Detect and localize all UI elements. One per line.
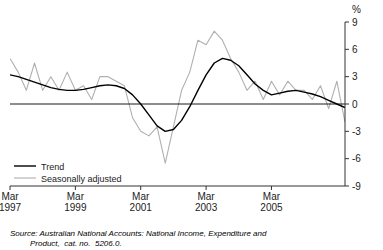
- y-label: %: [352, 4, 361, 15]
- x-tick-label-line: 2005: [260, 202, 283, 213]
- x-tick: [206, 186, 207, 190]
- x-tick-label-line: 2001: [130, 202, 153, 213]
- x-tick-label: Mar2003: [195, 191, 218, 213]
- x-tick-label-line: 1997: [0, 202, 22, 213]
- chart: -9-6-30369%Mar1997Mar1999Mar2001Mar2003M…: [0, 0, 383, 250]
- legend-swatch: [14, 177, 36, 178]
- x-tick-label: Mar2005: [260, 191, 283, 213]
- y-tick: [345, 22, 349, 23]
- x-tick-label-line: 2003: [195, 202, 218, 213]
- x-tick-label-line: Mar: [132, 191, 150, 202]
- source-line: Source: Australian National Accounts: Na…: [10, 229, 267, 238]
- x-tick: [271, 186, 272, 190]
- x-axis: [10, 186, 345, 187]
- source: Source: Australian National Accounts: Na…: [10, 229, 267, 248]
- y-tick-label: 9: [352, 17, 358, 28]
- zero-line: [10, 104, 345, 105]
- x-tick-label: Mar2001: [130, 191, 153, 213]
- x-tick-label: Mar1999: [64, 191, 87, 213]
- x-tick-label-line: 1999: [64, 202, 87, 213]
- y-tick-label: 3: [352, 71, 358, 82]
- x-tick-label-line: Mar: [67, 191, 85, 202]
- x-tick-label-line: Mar: [197, 191, 215, 202]
- legend-label: Seasonally adjusted: [41, 174, 122, 184]
- y-tick: [345, 131, 349, 132]
- x-tick: [10, 186, 11, 190]
- x-tick-label-line: Mar: [263, 191, 281, 202]
- y-tick-label: 0: [352, 99, 358, 110]
- x-tick-label-line: Mar: [1, 191, 19, 202]
- legend: Trend Seasonally adjusted: [14, 162, 122, 184]
- y-tick: [345, 186, 349, 187]
- y-tick: [345, 158, 349, 159]
- y-tick-label: -3: [352, 126, 361, 137]
- x-tick: [75, 186, 76, 190]
- series-line: [10, 31, 345, 163]
- y-tick: [345, 104, 349, 105]
- source-line: Product, cat. no. 5206.0.: [10, 239, 122, 248]
- x-tick-label: Mar1997: [0, 191, 22, 213]
- x-tick: [140, 186, 141, 190]
- y-tick: [345, 76, 349, 77]
- legend-label: Trend: [41, 162, 64, 172]
- series-line: [10, 58, 345, 131]
- legend-swatch: [14, 165, 36, 166]
- y-tick-label: 6: [352, 44, 358, 55]
- lines: [10, 31, 345, 163]
- y-tick-label: -9: [352, 181, 361, 192]
- y-tick: [345, 49, 349, 50]
- y-tick-label: -6: [352, 153, 361, 164]
